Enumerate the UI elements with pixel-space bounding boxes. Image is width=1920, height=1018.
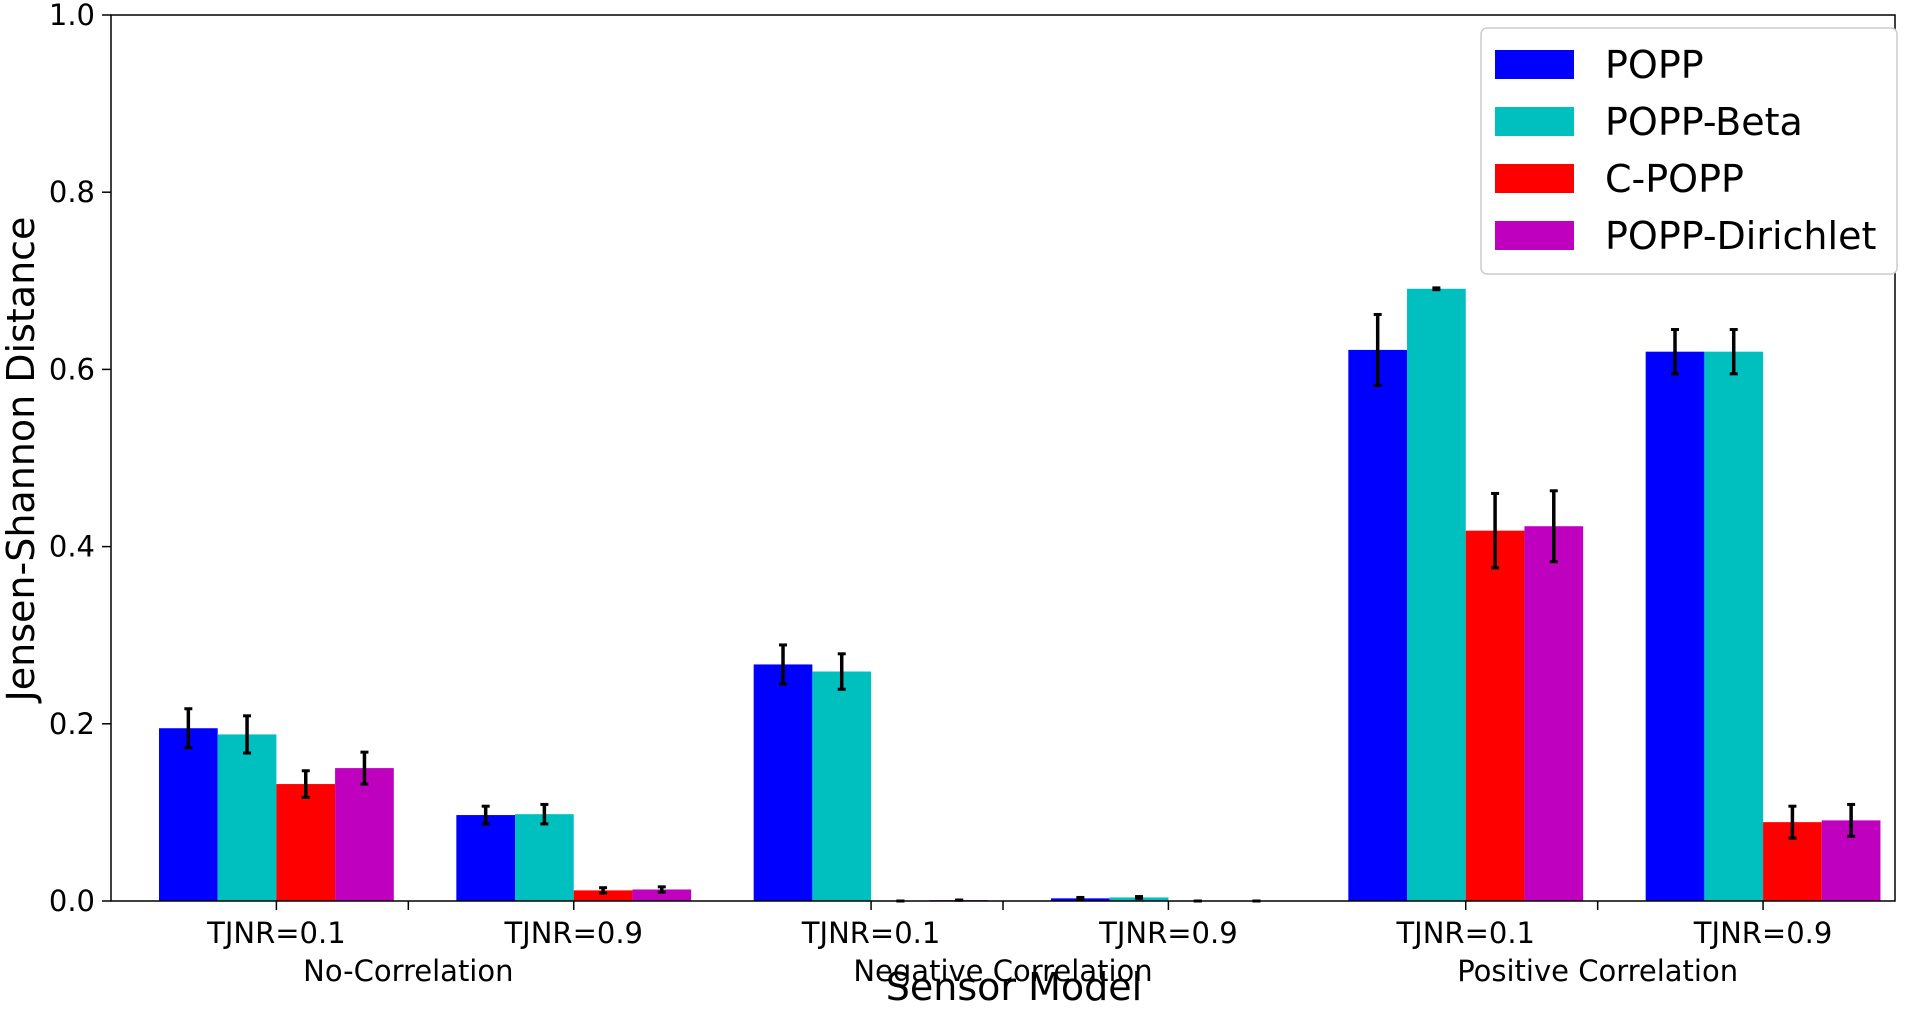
bar	[632, 889, 692, 901]
y-axis-title: Jensen-Shannon Distance	[0, 217, 43, 704]
bar	[1348, 349, 1408, 902]
error-bar	[540, 802, 549, 826]
error-bar	[184, 707, 193, 750]
y-tick-label: 0.4	[49, 530, 95, 564]
bar	[217, 734, 277, 901]
error-bar	[243, 714, 252, 755]
y-tick-label: 0.8	[49, 175, 95, 209]
bar	[276, 784, 336, 901]
error-bar	[1076, 895, 1085, 901]
error-bar	[1135, 895, 1144, 900]
legend-label: C-POPP	[1605, 157, 1744, 201]
x-tick-label: TJNR=0.1	[1395, 916, 1535, 950]
error-bar	[599, 886, 608, 895]
legend-item: POPP-Beta	[1495, 100, 1803, 144]
legend-item: POPP-Dirichlet	[1495, 214, 1876, 258]
error-bar	[360, 750, 369, 786]
legend: POPP POPP-Beta C-POPP POPP-Dirichlet	[1480, 27, 1898, 275]
x-axis: TJNR=0.1 TJNR=0.9 TJNR=0.1 TJNR=0.9 TJNR=0.1…	[206, 901, 1832, 988]
bar	[753, 664, 813, 901]
y-tick-label: 1.0	[49, 0, 95, 32]
bar	[573, 890, 633, 901]
bar	[1645, 351, 1705, 901]
error-bar	[301, 769, 310, 799]
error-bar	[1549, 489, 1558, 564]
legend-label: POPP-Beta	[1605, 100, 1803, 144]
y-tick-label: 0.6	[49, 352, 95, 386]
legend-item: POPP	[1495, 43, 1704, 87]
y-tick-label: 0.2	[49, 707, 95, 741]
error-bar	[657, 885, 666, 894]
error-bar	[1491, 491, 1500, 570]
error-bar	[1432, 286, 1441, 292]
x-tick-label: TJNR=0.9	[503, 916, 643, 950]
legend-label: POPP-Dirichlet	[1605, 214, 1876, 258]
error-bar	[1373, 312, 1382, 387]
x-tick-label: TJNR=0.9	[1098, 916, 1238, 950]
error-bar	[481, 804, 490, 826]
x-group-label: Negative Correlation	[853, 954, 1152, 988]
legend-swatch	[1495, 107, 1574, 136]
error-bar	[1847, 802, 1856, 838]
bar	[515, 814, 574, 901]
x-group-label: No-Correlation	[303, 954, 513, 988]
bar	[1465, 530, 1525, 901]
legend-item: C-POPP	[1495, 157, 1744, 201]
error-bars-layer	[184, 286, 1856, 903]
y-axis: 0.0 0.2 0.4 0.6 0.8 1.0	[49, 0, 111, 918]
error-bar	[1729, 328, 1738, 376]
legend-label: POPP	[1605, 43, 1704, 87]
bar	[159, 728, 218, 901]
x-group-label: Positive Correlation	[1457, 954, 1738, 988]
bar	[456, 815, 516, 901]
x-axis-title: Sensor Model	[886, 965, 1142, 1009]
error-bar	[1788, 804, 1797, 840]
x-tick-label: TJNR=0.1	[801, 916, 941, 950]
legend-frame	[1480, 27, 1898, 275]
error-bar	[1671, 328, 1680, 376]
bar	[335, 768, 394, 901]
x-tick-label: TJNR=0.1	[206, 916, 346, 950]
bars-layer	[159, 288, 1881, 902]
legend-swatch	[1495, 50, 1574, 79]
x-tick-label: TJNR=0.9	[1693, 916, 1833, 950]
legend-swatch	[1495, 221, 1574, 250]
error-bar	[837, 652, 846, 691]
bar	[1704, 351, 1764, 901]
bar	[1407, 288, 1466, 901]
y-tick-label: 0.0	[49, 884, 95, 918]
legend-swatch	[1495, 164, 1574, 193]
bar	[1524, 526, 1584, 901]
error-bar	[779, 643, 788, 686]
bar	[812, 671, 872, 901]
